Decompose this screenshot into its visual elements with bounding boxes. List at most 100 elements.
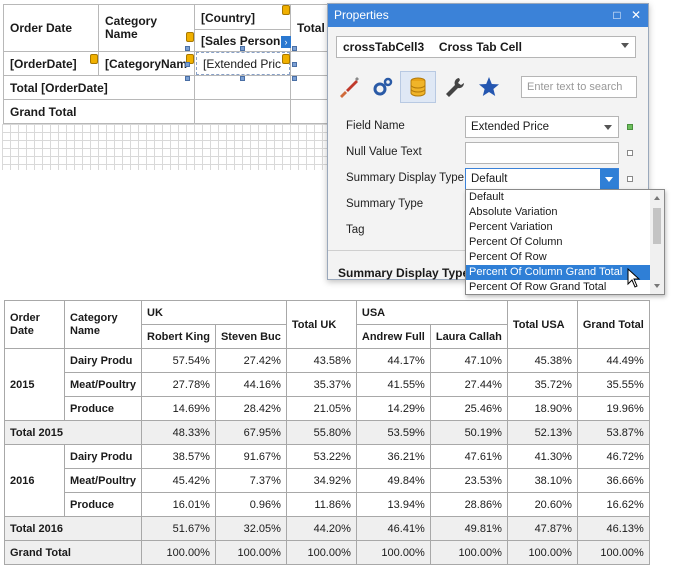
table-cell-value: 34.92% xyxy=(285,468,357,493)
table-cell-value: 100.00% xyxy=(506,540,578,565)
field-badge-icon xyxy=(282,5,290,15)
field-badge-icon xyxy=(186,54,194,64)
category-name-header-cell[interactable]: Category Name xyxy=(98,4,195,52)
total-row: Grand Total 100.00% 100.00% 100.00% 100.00% 1… xyxy=(3,540,650,565)
order-date-field-cell[interactable]: [OrderDate] xyxy=(3,51,99,76)
total-row: Total 2015 48.33% 67.95% 55.80% 53.59% 50.19%… xyxy=(3,420,650,445)
option-percent-of-column[interactable]: Percent Of Column xyxy=(469,236,563,248)
null-value-text-label: Null Value Text xyxy=(346,146,422,158)
country-header-cell[interactable]: [Country] xyxy=(194,4,291,30)
table-cell-value: 14.29% xyxy=(355,396,431,421)
option-percent-of-row[interactable]: Percent Of Row xyxy=(469,251,547,263)
category-field-cell[interactable]: [CategoryNam xyxy=(98,51,195,76)
row-header-category: Produce xyxy=(63,396,143,421)
appearance-brush-icon[interactable] xyxy=(336,74,362,100)
sales-person-header-cell[interactable]: [Sales Person xyxy=(194,29,291,52)
table-cell-value: 55.80% xyxy=(285,420,357,445)
property-search-input[interactable]: Enter text to search xyxy=(521,76,637,98)
summary-display-type-select[interactable]: Default xyxy=(465,168,619,190)
col-header-category-name: Category Name xyxy=(63,300,143,349)
dropdown-scrollbar[interactable] xyxy=(650,190,664,294)
table-row: 2016 Dairy Produ 38.57% 91.67% 53.22% 36.21% 4… xyxy=(4,444,650,517)
table-cell-value: 100.00% xyxy=(355,540,431,565)
layout-wrench-icon[interactable] xyxy=(442,74,468,100)
total-order-date-cell[interactable]: Total [OrderDate] xyxy=(3,75,195,100)
table-cell-value: 91.67% xyxy=(214,444,287,469)
selection-handle[interactable] xyxy=(292,76,297,81)
table-cell-value: 44.16% xyxy=(214,372,287,397)
description-caption: Summary Display Type xyxy=(338,266,470,280)
mouse-pointer-icon xyxy=(627,268,641,288)
table-cell-value: 35.37% xyxy=(285,372,357,397)
selection-handle[interactable] xyxy=(185,62,190,67)
table-cell-value: 28.42% xyxy=(214,396,287,421)
field-name-select[interactable]: Extended Price xyxy=(465,116,619,138)
row-total-label: Total 2016 xyxy=(3,516,143,541)
property-marker-icon xyxy=(627,150,633,156)
table-cell-value: 100.00% xyxy=(214,540,287,565)
table-cell-value: 0.96% xyxy=(214,492,287,517)
selection-handle[interactable] xyxy=(240,46,245,51)
field-badge-icon xyxy=(186,32,194,42)
table-cell-value: 27.44% xyxy=(429,372,508,397)
object-type: Cross Tab Cell xyxy=(438,40,522,54)
selection-handle[interactable] xyxy=(185,46,190,51)
table-cell-value: 25.46% xyxy=(429,396,508,421)
row-header-category: Dairy Produ xyxy=(63,348,143,373)
dropdown-button-icon[interactable] xyxy=(600,169,618,189)
extended-price-data-cell[interactable]: [Extended Pric xyxy=(196,52,290,75)
table-cell-value: 13.94% xyxy=(355,492,431,517)
table-cell-value: 47.87% xyxy=(506,516,578,541)
selection-handle[interactable] xyxy=(185,76,190,81)
scroll-up-icon[interactable] xyxy=(654,196,660,200)
table-cell-value: 36.66% xyxy=(576,468,650,493)
properties-title-bar: Properties □ ✕ xyxy=(328,4,648,27)
behavior-gears-icon[interactable] xyxy=(370,74,396,100)
order-date-header-cell[interactable]: Order Date xyxy=(3,4,99,52)
option-percent-variation[interactable]: Percent Variation xyxy=(469,221,553,233)
null-value-text-input[interactable] xyxy=(465,142,619,164)
row-total-label: Grand Total xyxy=(3,540,143,565)
grand-total-row-cell[interactable]: Grand Total xyxy=(3,99,195,124)
scroll-down-icon[interactable] xyxy=(654,284,660,288)
col-header-andrew-full: Andrew Full xyxy=(355,324,431,349)
row-header-category: Produce xyxy=(63,492,143,517)
table-row: Meat/Poultry 27.78% 44.16% 35.37% 41.55% 27.4… xyxy=(5,372,650,397)
option-default[interactable]: Default xyxy=(469,191,504,203)
favorites-star-icon[interactable] xyxy=(476,74,502,100)
selection-handle[interactable] xyxy=(292,46,297,51)
table-cell-value: 52.13% xyxy=(506,420,578,445)
table-cell-value: 44.17% xyxy=(355,348,431,373)
table-cell-value: 36.21% xyxy=(355,444,431,469)
chevron-down-icon xyxy=(604,125,612,130)
table-cell-value: 14.69% xyxy=(141,396,216,421)
grand-total-value-cell[interactable] xyxy=(194,99,291,124)
row-header-year: 2015 xyxy=(4,348,65,421)
object-selector[interactable]: crossTabCell3 Cross Tab Cell xyxy=(336,36,636,58)
data-database-icon[interactable] xyxy=(405,74,431,100)
property-marker-icon xyxy=(627,124,633,130)
col-header-total-uk: Total UK xyxy=(285,300,357,349)
option-percent-of-column-grand-total[interactable]: Percent Of Column Grand Total xyxy=(466,265,650,280)
maximize-icon[interactable]: □ xyxy=(613,8,621,22)
design-surface-grid xyxy=(2,124,340,170)
table-cell-value: 100.00% xyxy=(576,540,650,565)
table-cell-value: 38.57% xyxy=(141,444,216,469)
scroll-thumb[interactable] xyxy=(653,208,661,244)
selection-handle[interactable] xyxy=(292,62,297,67)
table-cell-value: 21.05% xyxy=(285,396,357,421)
table-cell-value: 46.72% xyxy=(576,444,650,469)
selection-handle[interactable] xyxy=(240,76,245,81)
table-cell-value: 53.59% xyxy=(355,420,431,445)
close-icon[interactable]: ✕ xyxy=(630,8,642,22)
table-row: Produce 14.69% 28.42% 21.05% 14.29% 25.46% 18.… xyxy=(5,396,650,421)
table-cell-value: 18.90% xyxy=(506,396,578,421)
row-header-category: Dairy Produ xyxy=(63,444,143,469)
smart-tag-arrow-icon[interactable]: › xyxy=(281,36,291,48)
option-percent-of-row-grand-total[interactable]: Percent Of Row Grand Total xyxy=(469,281,607,293)
col-header-usa: USA xyxy=(355,300,508,325)
field-name-label: Field Name xyxy=(346,120,405,132)
table-cell-value: 47.61% xyxy=(429,444,508,469)
option-absolute-variation[interactable]: Absolute Variation xyxy=(469,206,558,218)
col-header-laura-callah: Laura Callah xyxy=(429,324,508,349)
